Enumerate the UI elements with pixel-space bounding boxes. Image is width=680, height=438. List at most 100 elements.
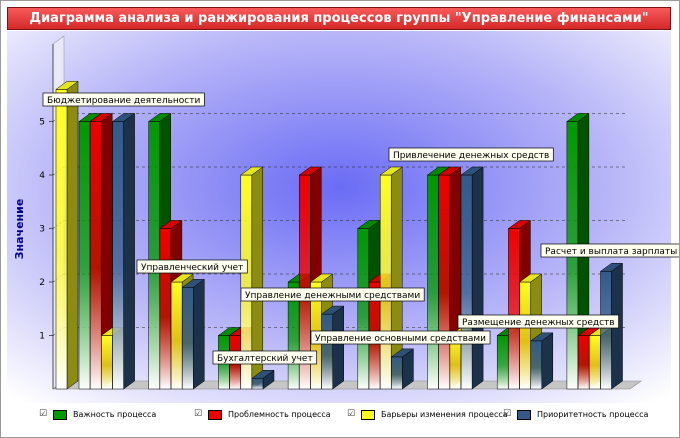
category-label: Бюджетирование деятельности xyxy=(42,92,205,107)
y-tick-label: 4 xyxy=(39,171,45,181)
bar-top xyxy=(251,370,275,379)
bar-front xyxy=(496,335,509,390)
category-label: Расчет и выплата зарплаты xyxy=(540,243,679,258)
bar-top xyxy=(89,113,113,122)
legend-checkbox[interactable]: ☑ xyxy=(194,409,203,419)
legend-checkbox[interactable]: ☑ xyxy=(39,409,48,419)
legend-label: Барьеры изменения процесса xyxy=(381,410,508,419)
category-label-box xyxy=(310,330,491,345)
bar-1-2 xyxy=(89,113,113,390)
category-label-box xyxy=(136,259,248,274)
bar-top xyxy=(159,220,183,229)
legend-checkbox[interactable]: ☑ xyxy=(503,409,512,419)
category-label-text: Размещение денежных средств xyxy=(462,318,615,328)
bar-front xyxy=(508,228,520,390)
bar-6-4 xyxy=(460,166,484,390)
bar-top xyxy=(390,348,415,358)
category-label-box xyxy=(388,147,554,162)
category-label: Бухгалтерский учет xyxy=(212,350,318,365)
bar-front xyxy=(438,174,450,390)
bar-front xyxy=(112,121,124,390)
category-label: Управление основными средствами xyxy=(310,330,491,345)
bar-top xyxy=(147,113,172,122)
category-label-text: Управление денежными средствами xyxy=(245,291,420,301)
bar-top xyxy=(55,81,79,90)
bar-top xyxy=(507,220,532,229)
bar-front xyxy=(379,174,392,390)
bar-front xyxy=(89,121,102,390)
bar-lone xyxy=(55,80,79,390)
legend-label: Важность процесса xyxy=(73,410,157,419)
legend-swatch xyxy=(208,410,222,420)
bar-top xyxy=(357,220,381,229)
bar-front xyxy=(159,228,172,390)
bar-front xyxy=(101,335,113,390)
bar-top xyxy=(320,305,345,315)
category-label: Управление денежными средствами xyxy=(240,287,425,302)
bar-top xyxy=(298,166,323,176)
bar-side xyxy=(66,80,79,390)
category-label: Размещение денежных средств xyxy=(457,314,619,329)
category-label-text: Привлечение денежных средств xyxy=(393,151,549,161)
category-label: Управленческий учет xyxy=(136,259,248,274)
legend-swatch xyxy=(361,410,375,420)
bar-front xyxy=(321,313,333,390)
bar-front xyxy=(589,335,601,390)
bar-front xyxy=(182,287,194,390)
bar-front xyxy=(78,121,91,390)
legend-swatch xyxy=(53,410,67,420)
y-tick-label: 3 xyxy=(39,225,45,235)
category-label-text: Управленческий учет xyxy=(141,263,243,273)
y-tick-label: 1 xyxy=(39,332,45,342)
category-label-box xyxy=(240,287,425,302)
bar-front xyxy=(600,271,612,390)
bar-front xyxy=(170,281,183,390)
y-axis-label: Значение xyxy=(13,199,26,260)
legend-checkbox[interactable]: ☑ xyxy=(347,409,356,419)
chart-floor xyxy=(52,380,642,390)
bar-side xyxy=(193,278,205,390)
category-label-text: Бухгалтерский учет xyxy=(217,354,313,364)
bar-side xyxy=(123,113,135,390)
category-label-text: Управление основными средствами xyxy=(315,334,486,344)
legend-label: Проблемность процесса xyxy=(228,410,331,419)
bar-front xyxy=(427,174,439,390)
category-label: Привлечение денежных средств xyxy=(388,147,554,162)
bar-front xyxy=(357,228,370,390)
y-tick-label: 2 xyxy=(39,278,45,288)
bar-side xyxy=(332,305,344,390)
bar-top xyxy=(460,166,484,176)
bar-side xyxy=(541,332,554,390)
bar-front xyxy=(577,335,590,390)
chart-title: Диаграмма анализа и ранжирования процесс… xyxy=(7,7,671,30)
bar-top xyxy=(170,273,194,283)
bar-top xyxy=(309,273,334,283)
bar-top xyxy=(530,332,554,342)
bar-5-4 xyxy=(390,348,415,390)
bar-top xyxy=(437,166,462,176)
bar-front xyxy=(148,121,160,390)
bar-4-4 xyxy=(320,305,345,390)
bar-top xyxy=(518,273,543,283)
bar-front xyxy=(55,89,68,390)
legend-swatch xyxy=(517,410,531,420)
bar-top xyxy=(181,279,206,288)
bar-2-4 xyxy=(181,278,206,390)
legend-label: Приоритетность процесса xyxy=(537,410,649,419)
chart-plot: 1 2 3 4 5 Значение Бюджетирование деятельности… xyxy=(7,31,679,403)
category-label-box xyxy=(457,314,619,329)
bar-top xyxy=(599,263,624,272)
bar-front xyxy=(460,174,473,390)
bar-7-4 xyxy=(530,332,554,390)
chart-legend: ☑ Важность процесса ☑ Проблемность процесса… xyxy=(1,405,679,427)
bar-top xyxy=(379,166,403,176)
bar-front xyxy=(391,356,403,390)
bar-top xyxy=(566,113,590,122)
y-tick-label: 5 xyxy=(39,118,45,128)
category-label-box xyxy=(540,243,679,258)
category-label-text: Бюджетирование деятельности xyxy=(47,96,200,106)
bar-1-4 xyxy=(111,113,136,390)
bar-front xyxy=(519,281,531,390)
bar-side xyxy=(471,166,484,390)
